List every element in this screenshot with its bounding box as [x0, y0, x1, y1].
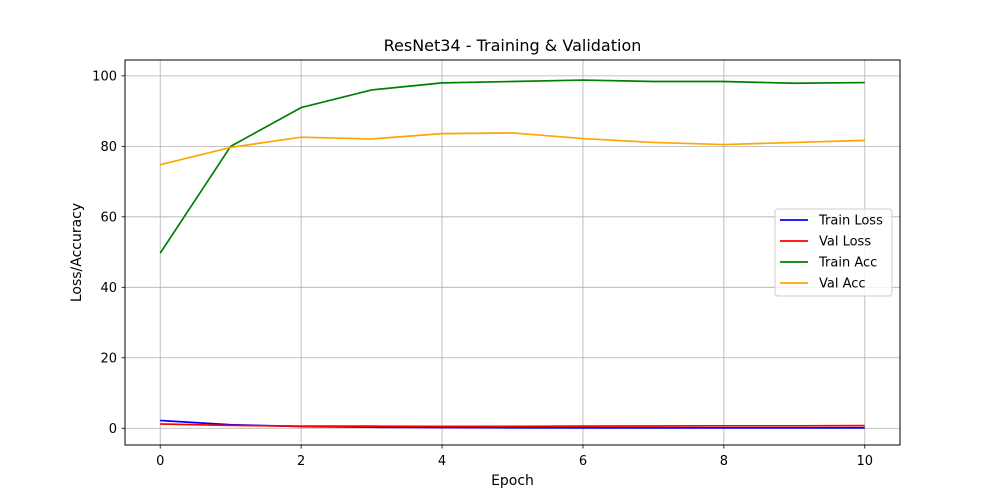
legend-label-val-loss: Val Loss [819, 235, 871, 250]
x-tick-label: 6 [579, 454, 587, 469]
x-tick-label: 10 [856, 454, 873, 469]
legend-label-val-acc: Val Acc [819, 277, 866, 292]
axes-frame [124, 59, 901, 446]
y-tick-label: 60 [100, 210, 117, 225]
x-tick-label: 0 [156, 454, 164, 469]
y-tick-label: 0 [109, 422, 117, 437]
series [159, 79, 865, 429]
legend-label-train-acc: Train Acc [818, 256, 877, 271]
y-tick-label: 40 [100, 281, 117, 296]
y-tick-label: 20 [100, 351, 117, 366]
x-tick-label: 2 [297, 454, 305, 469]
y-tick-label: 80 [100, 140, 117, 155]
x-axis-label: Epoch [491, 473, 534, 489]
series-line-train-acc [159, 79, 865, 254]
series-line-val-loss [160, 423, 865, 428]
x-tick-label: 8 [720, 454, 728, 469]
legend-label-train-loss: Train Loss [818, 214, 883, 229]
x-tick-label: 4 [438, 454, 446, 469]
legend-box [774, 208, 893, 297]
y-axis-label: Loss/Accuracy [69, 203, 85, 302]
legend-items: Train Loss Val Loss Train Acc Val Acc [780, 214, 883, 292]
y-tick-label: 100 [92, 69, 117, 84]
chart-title: ResNet34 - Training & Validation [384, 36, 642, 55]
series-line-val-acc [160, 132, 865, 166]
legend: Train Loss Val Loss Train Acc Val Acc [774, 208, 893, 297]
